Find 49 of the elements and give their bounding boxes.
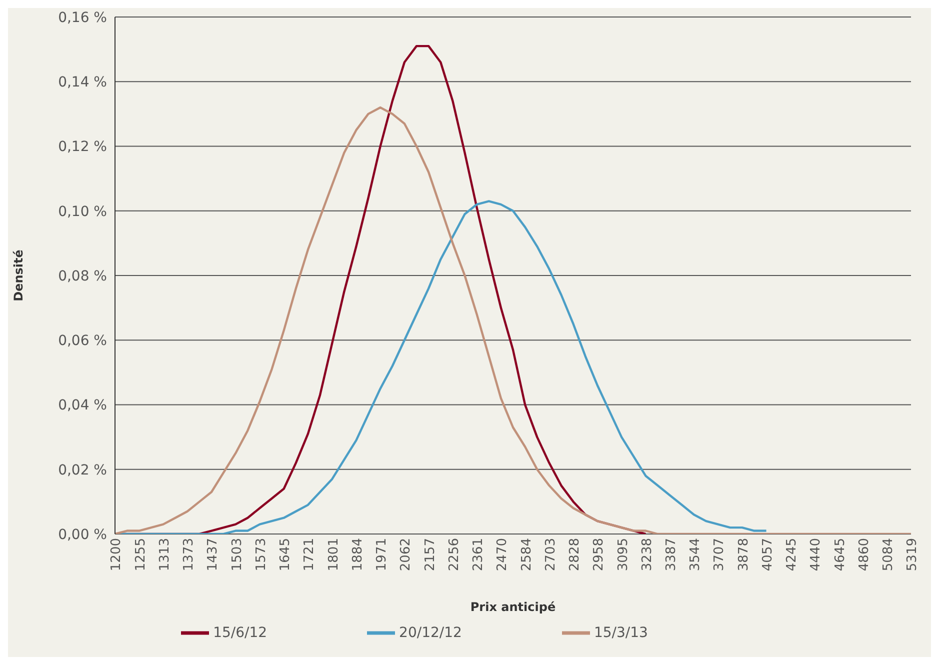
y-tick-label: 0,16 % xyxy=(58,10,107,26)
x-tick-label: 2958 xyxy=(592,538,607,572)
x-tick-label: 1801 xyxy=(326,538,342,572)
x-tick-label: 1200 xyxy=(109,538,124,572)
x-tick-label: 2062 xyxy=(398,538,414,572)
y-tick-label: 0,02 % xyxy=(58,462,107,478)
x-tick-label: 3544 xyxy=(688,538,704,572)
x-tick-label: 1437 xyxy=(206,538,221,572)
x-tick-label: 1255 xyxy=(133,538,148,572)
x-tick-label: 2828 xyxy=(568,538,583,572)
x-tick-label: 3878 xyxy=(736,538,752,572)
x-tick-label: 3707 xyxy=(712,538,728,572)
x-tick-label: 1884 xyxy=(350,538,366,572)
y-tick-label: 0,04 % xyxy=(58,398,107,414)
x-tick-label: 3095 xyxy=(616,538,631,572)
x-tick-label: 4245 xyxy=(784,538,800,572)
legend-label: 15/6/12 xyxy=(213,624,268,641)
y-tick-label: 0,00 % xyxy=(58,526,107,543)
x-tick-label: 1313 xyxy=(157,538,172,572)
x-tick-label: 2470 xyxy=(495,538,510,572)
y-tick-label: 0,12 % xyxy=(58,139,107,156)
x-tick-label: 4860 xyxy=(856,538,872,572)
x-tick-label: 5084 xyxy=(881,538,896,572)
x-axis-title: Prix anticipé xyxy=(470,600,556,614)
x-tick-label: 2157 xyxy=(422,538,438,572)
x-tick-label: 5319 xyxy=(905,538,920,572)
x-tick-label: 1971 xyxy=(374,538,390,572)
x-tick-label: 1721 xyxy=(302,538,318,572)
legend-label: 20/12/12 xyxy=(399,624,462,641)
y-tick-label: 0,06 % xyxy=(58,333,107,350)
x-tick-label: 1645 xyxy=(278,538,294,572)
x-tick-label: 4645 xyxy=(832,538,848,572)
x-tick-label: 2256 xyxy=(446,538,462,572)
x-tick-label: 1373 xyxy=(182,538,197,572)
x-tick-label: 3238 xyxy=(640,538,655,572)
y-tick-label: 0,08 % xyxy=(58,268,107,284)
y-tick-label: 0,10 % xyxy=(58,204,107,220)
x-tick-label: 1503 xyxy=(230,538,245,572)
line-series xyxy=(114,106,912,534)
legend-label: 15/3/13 xyxy=(594,624,648,641)
x-tick-label: 4057 xyxy=(760,538,776,572)
x-tick-label: 1573 xyxy=(254,538,269,572)
y-tick-label: 0,14 % xyxy=(58,74,107,91)
x-tick-label: 4440 xyxy=(808,538,824,572)
x-tick-label: 2361 xyxy=(471,538,486,572)
x-tick-label: 3387 xyxy=(664,538,680,572)
x-tick-label: 2703 xyxy=(543,538,558,572)
x-tick-label: 2584 xyxy=(519,538,534,572)
y-axis-title: Densité xyxy=(11,250,26,302)
